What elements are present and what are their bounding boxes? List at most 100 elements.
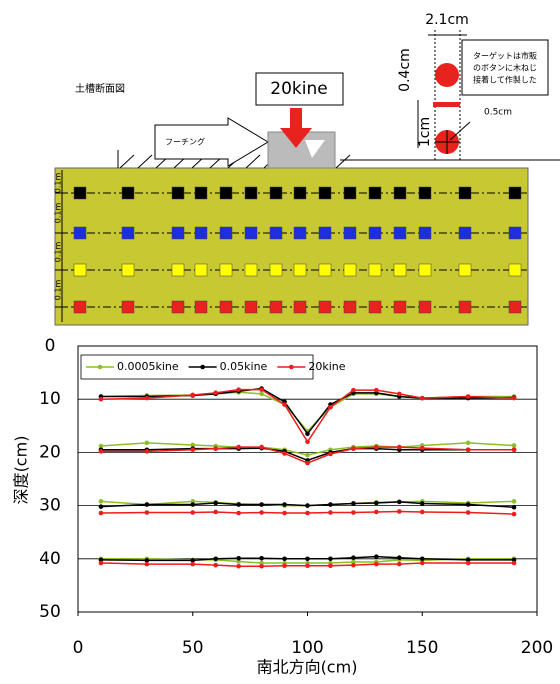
point [190,562,195,567]
point [99,511,104,516]
x-axis-label: 南北方向(cm) [257,658,358,677]
target-square [172,187,184,199]
y-tick-label: 40 [39,549,61,569]
section-label: 土槽断面図 [75,82,125,95]
target-square [220,187,232,199]
point [351,446,356,451]
point [420,446,425,451]
point [99,561,104,566]
hatch-line [138,155,152,168]
point [374,445,379,450]
target-square [419,301,431,313]
x-tick-label: 150 [406,638,438,658]
point [213,563,218,568]
point [213,501,218,506]
point [236,556,241,561]
depth-label: 0.1m [54,173,63,194]
point [351,510,356,515]
point [512,512,517,517]
depth-label: 0.1m [54,280,63,301]
y-tick-label: 50 [39,602,61,622]
point [259,392,264,397]
target-square [344,227,356,239]
footing-label: フーチング [165,137,205,147]
target-square [122,187,134,199]
target [435,63,459,87]
point [512,396,517,401]
point [512,447,517,452]
point [282,557,287,562]
depth-label: 0.1m [54,242,63,263]
point [397,392,402,397]
point [190,393,195,398]
point [259,502,264,507]
point [282,402,287,407]
target-square [294,187,306,199]
point [236,511,241,516]
target-square [394,264,406,276]
point [305,431,310,436]
target-square [369,227,381,239]
target-square [419,187,431,199]
point [328,452,333,457]
legend-marker [289,365,294,370]
y-tick-label: 20 [39,442,61,462]
point [351,555,356,560]
point [420,557,425,562]
point [305,511,310,516]
target-square [459,187,471,199]
target-square [270,187,282,199]
y-axis-label: 深度(cm) [12,436,31,505]
y-tick-label: 10 [39,389,61,409]
target-height: 0.4cm [397,48,413,92]
target-square [122,301,134,313]
y-tick-label: 0 [45,336,56,356]
target-square [270,227,282,239]
point [512,443,517,448]
point [190,502,195,507]
point [512,499,517,504]
target-square [369,301,381,313]
target-square [270,264,282,276]
point [397,500,402,505]
point [305,439,310,444]
target-square [509,227,521,239]
point [397,445,402,450]
target-note: のボタンに木ねじ [473,63,537,73]
point [466,561,471,566]
target-square [394,301,406,313]
target-square [245,227,257,239]
diagram: 土槽断面図 20kine フーチング 2.1cm 0.4cm 1cm 0.5cm… [54,12,560,325]
point [305,503,310,508]
target-square [509,301,521,313]
point [351,563,356,568]
point [305,453,310,458]
target-square [369,264,381,276]
point [145,441,150,446]
target-square [172,264,184,276]
point [305,461,310,466]
target-square [74,187,86,199]
target-square [172,301,184,313]
point [397,562,402,567]
target-square [245,264,257,276]
x-tick-label: 100 [291,638,323,658]
x-tick-label: 200 [521,638,553,658]
target-square [319,301,331,313]
target-square [369,187,381,199]
point [397,509,402,514]
legend-marker [200,365,205,370]
point [420,396,425,401]
point [236,502,241,507]
point [145,502,150,507]
target-square [294,301,306,313]
y-tick-label: 30 [39,496,61,516]
point [236,387,241,392]
point [305,563,310,568]
target-square [74,301,86,313]
point [145,396,150,401]
target-bar [433,102,460,107]
target-square [220,264,232,276]
point [213,391,218,396]
point [420,510,425,515]
